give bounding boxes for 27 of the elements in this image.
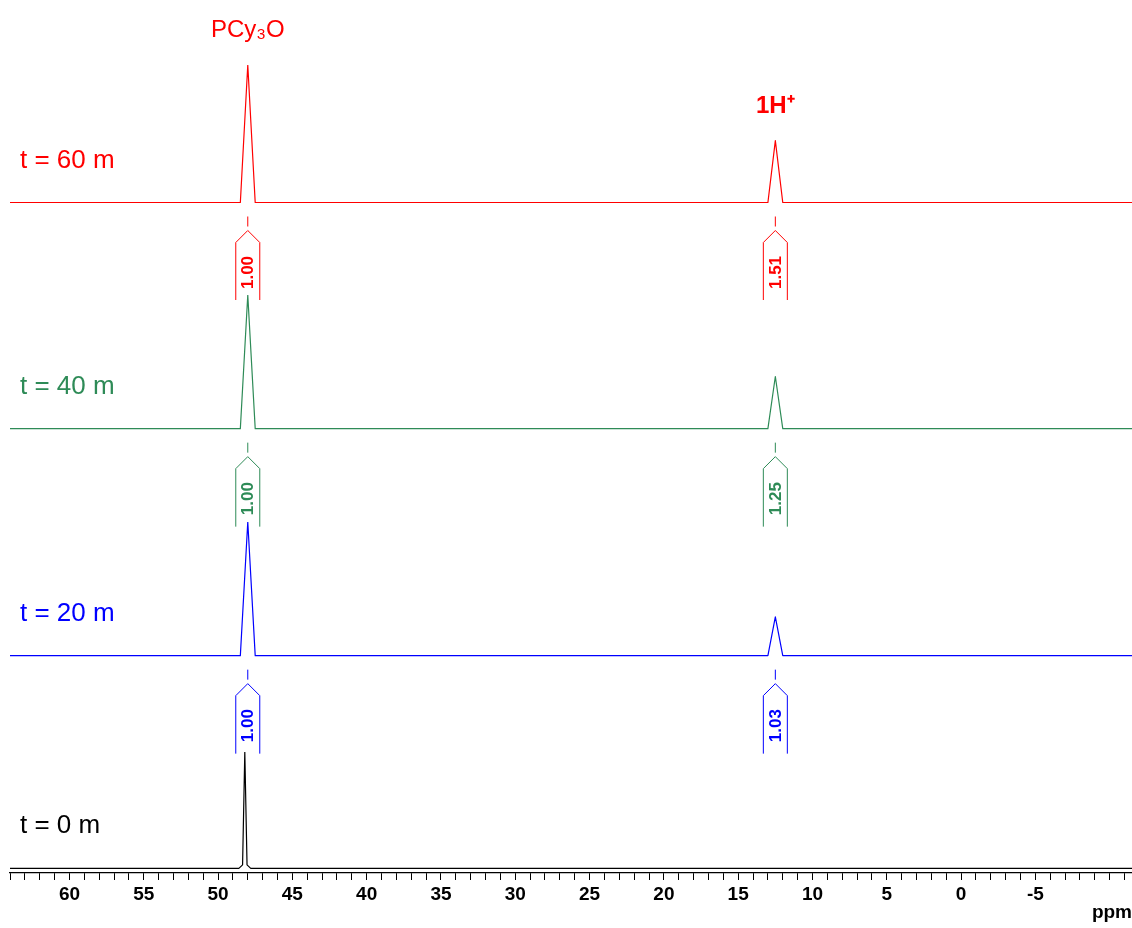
x-tick-label: 60 xyxy=(58,882,81,904)
annotation: 1H⁺ xyxy=(755,90,795,118)
x-tick-label: 20 xyxy=(653,882,675,904)
x-tick-label: 50 xyxy=(207,882,229,904)
text: 1.03 xyxy=(766,709,786,743)
x-tick-label: -5 xyxy=(1026,882,1045,904)
text: 1.00 xyxy=(238,255,258,290)
text: 1.00 xyxy=(238,482,258,516)
x-axis-title: ppm xyxy=(1091,900,1132,922)
text: 1.25 xyxy=(766,482,786,516)
x-tick-label: 25 xyxy=(579,882,601,904)
x-tick-label: 5 xyxy=(881,882,893,904)
text: 1.00 xyxy=(238,709,258,743)
x-tick-label: 30 xyxy=(504,882,526,904)
x-tick-label: 55 xyxy=(133,882,155,904)
series-label: t = 20 m xyxy=(20,596,115,627)
x-tick-label: 40 xyxy=(356,882,378,904)
x-tick-label: 0 xyxy=(955,882,967,904)
text: 1.51 xyxy=(766,255,786,290)
x-tick-label: 45 xyxy=(281,882,304,904)
series-label: t = 0 m xyxy=(20,809,101,840)
text: PCy₃O xyxy=(210,15,285,42)
series-label: t = 40 m xyxy=(20,369,115,400)
x-tick-label: 15 xyxy=(727,882,750,904)
x-tick-label: 10 xyxy=(801,882,824,904)
x-tick-label: 35 xyxy=(430,882,452,904)
series-label: t = 60 m xyxy=(20,143,115,174)
